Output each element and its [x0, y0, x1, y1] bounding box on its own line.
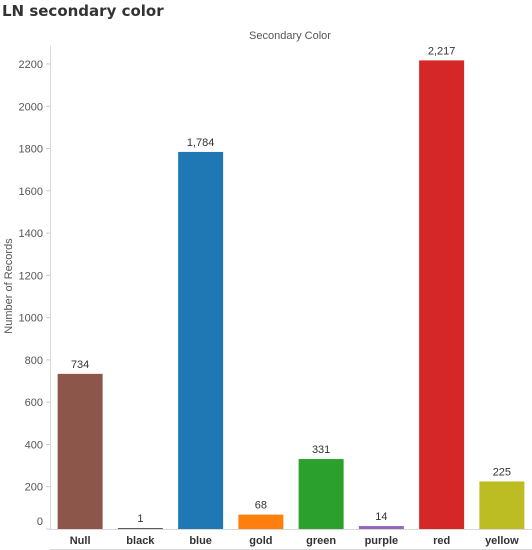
category-label-red: red — [433, 535, 450, 547]
y-tick-label: 1400 — [19, 228, 43, 240]
bar-purple[interactable] — [358, 526, 404, 529]
y-tick-label: 1800 — [19, 144, 43, 156]
bars: 734 1 1,784 68 331 14 2,217 225 — [57, 45, 525, 529]
data-label-null: 734 — [71, 359, 89, 371]
bar-gold[interactable] — [238, 514, 284, 529]
bar-blue[interactable] — [178, 151, 224, 529]
x-axis-title: Secondary Color — [249, 30, 331, 42]
bar-red[interactable] — [419, 60, 465, 529]
y-tick-label: 1200 — [19, 270, 43, 282]
y-tick-label: 1000 — [19, 313, 43, 325]
category-label-black: black — [126, 535, 155, 547]
y-tick-label: 600 — [25, 397, 43, 409]
bar-green[interactable] — [298, 459, 344, 529]
y-tick-label: 2000 — [19, 101, 43, 113]
category-labels: Null black blue gold green purple red yellow — [70, 535, 519, 547]
data-label-gold: 68 — [255, 500, 267, 512]
category-label-green: green — [306, 535, 336, 547]
y-tick-label: 1600 — [19, 186, 43, 198]
data-label-purple: 14 — [375, 511, 387, 523]
y-tick-label: 200 — [25, 482, 43, 494]
data-label-blue: 1,784 — [187, 137, 215, 149]
bar-black[interactable] — [117, 528, 163, 529]
y-tick-label: 2200 — [19, 59, 43, 71]
y-tick-label: 800 — [25, 355, 43, 367]
y-tick-label: 0 — [37, 516, 43, 528]
y-axis-ticks: 0 200 400 600 800 1000 1200 1400 1600 1800 2000 220… — [19, 59, 50, 530]
bar-yellow[interactable] — [479, 481, 525, 529]
category-label-gold: gold — [249, 535, 272, 547]
category-label-purple: purple — [365, 535, 399, 547]
y-axis-title: Number of Records — [3, 238, 15, 334]
data-label-yellow: 225 — [493, 466, 511, 478]
data-label-black: 1 — [137, 513, 143, 525]
page-title: LN secondary color — [2, 2, 164, 20]
bar-null[interactable] — [57, 373, 103, 529]
category-label-null: Null — [70, 535, 91, 547]
category-label-blue: blue — [189, 535, 212, 547]
y-tick-label: 400 — [25, 439, 43, 451]
category-label-yellow: yellow — [485, 535, 519, 547]
data-label-red: 2,217 — [428, 45, 456, 57]
data-label-green: 331 — [312, 444, 330, 456]
